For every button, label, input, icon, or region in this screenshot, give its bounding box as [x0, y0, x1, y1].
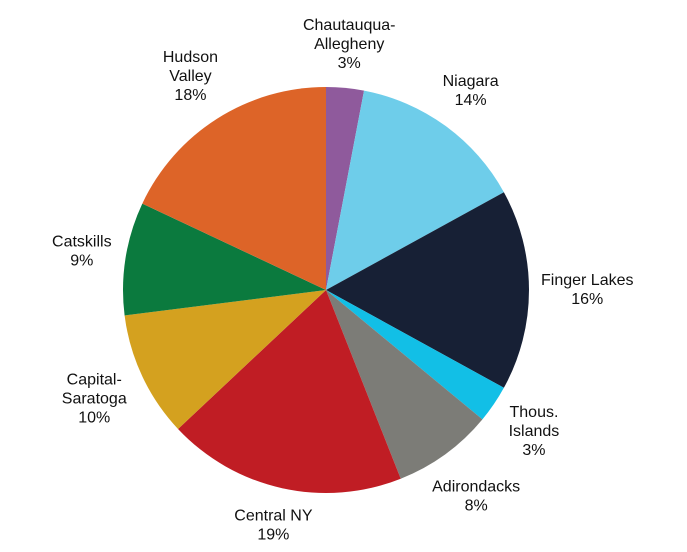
category-label: Capital- — [67, 372, 122, 389]
slice-label: Thous. Islands 3% — [509, 404, 560, 459]
pie-slice — [124, 290, 327, 429]
label-text: Adirondacks 8% — [432, 479, 520, 515]
category-label: Valley — [169, 68, 211, 85]
label-text: Thous. Islands 3% — [509, 404, 560, 459]
label-text: Capital- Saratoga 10% — [62, 372, 127, 427]
category-label: Finger Lakes — [541, 272, 634, 289]
category-label: Adirondacks — [432, 479, 520, 496]
label-text: Catskills 9% — [52, 233, 112, 269]
pie-slice — [326, 87, 365, 290]
value-label: 16% — [571, 291, 603, 308]
category-label: Allegheny — [314, 36, 384, 53]
category-label: Thous. — [509, 404, 558, 421]
label-text: Niagara 14% — [443, 73, 499, 109]
category-label: Central NY — [234, 507, 313, 524]
slice-label: Chautauqua- Allegheny 3% — [303, 17, 396, 72]
category-label: Islands — [509, 423, 560, 440]
label-text: Hudson Valley 18% — [163, 49, 218, 104]
category-label: Saratoga — [62, 391, 127, 408]
value-label: 19% — [257, 526, 289, 543]
label-text: Finger Lakes 16% — [541, 272, 634, 308]
slice-label: Central NY 19% — [234, 507, 313, 543]
pie-slice — [326, 290, 483, 479]
slice-label: Niagara 14% — [443, 73, 499, 109]
pie-slice — [326, 90, 504, 290]
pie-slice — [326, 192, 529, 388]
slice-label: Capital- Saratoga 10% — [62, 372, 127, 427]
value-label: 8% — [465, 498, 488, 515]
slice-label: Adirondacks 8% — [432, 479, 520, 515]
value-label: 3% — [522, 442, 545, 459]
label-text: Central NY 19% — [234, 507, 313, 543]
slice-label: Finger Lakes 16% — [541, 272, 634, 308]
pie-slice — [142, 87, 326, 290]
label-text: Chautauqua- Allegheny 3% — [303, 17, 396, 72]
pie-slice — [123, 203, 326, 316]
pie-slice — [178, 290, 401, 493]
value-label: 3% — [338, 55, 361, 72]
category-label: Hudson — [163, 49, 218, 66]
slice-label: Hudson Valley 18% — [163, 49, 218, 104]
pie-slice — [326, 290, 504, 420]
category-label: Niagara — [443, 73, 499, 90]
value-label: 9% — [70, 252, 93, 269]
category-label: Catskills — [52, 233, 112, 250]
category-label: Chautauqua- — [303, 17, 396, 34]
value-label: 10% — [78, 410, 110, 427]
value-label: 18% — [174, 87, 206, 104]
value-label: 14% — [455, 92, 487, 109]
slice-label: Catskills 9% — [52, 233, 112, 269]
